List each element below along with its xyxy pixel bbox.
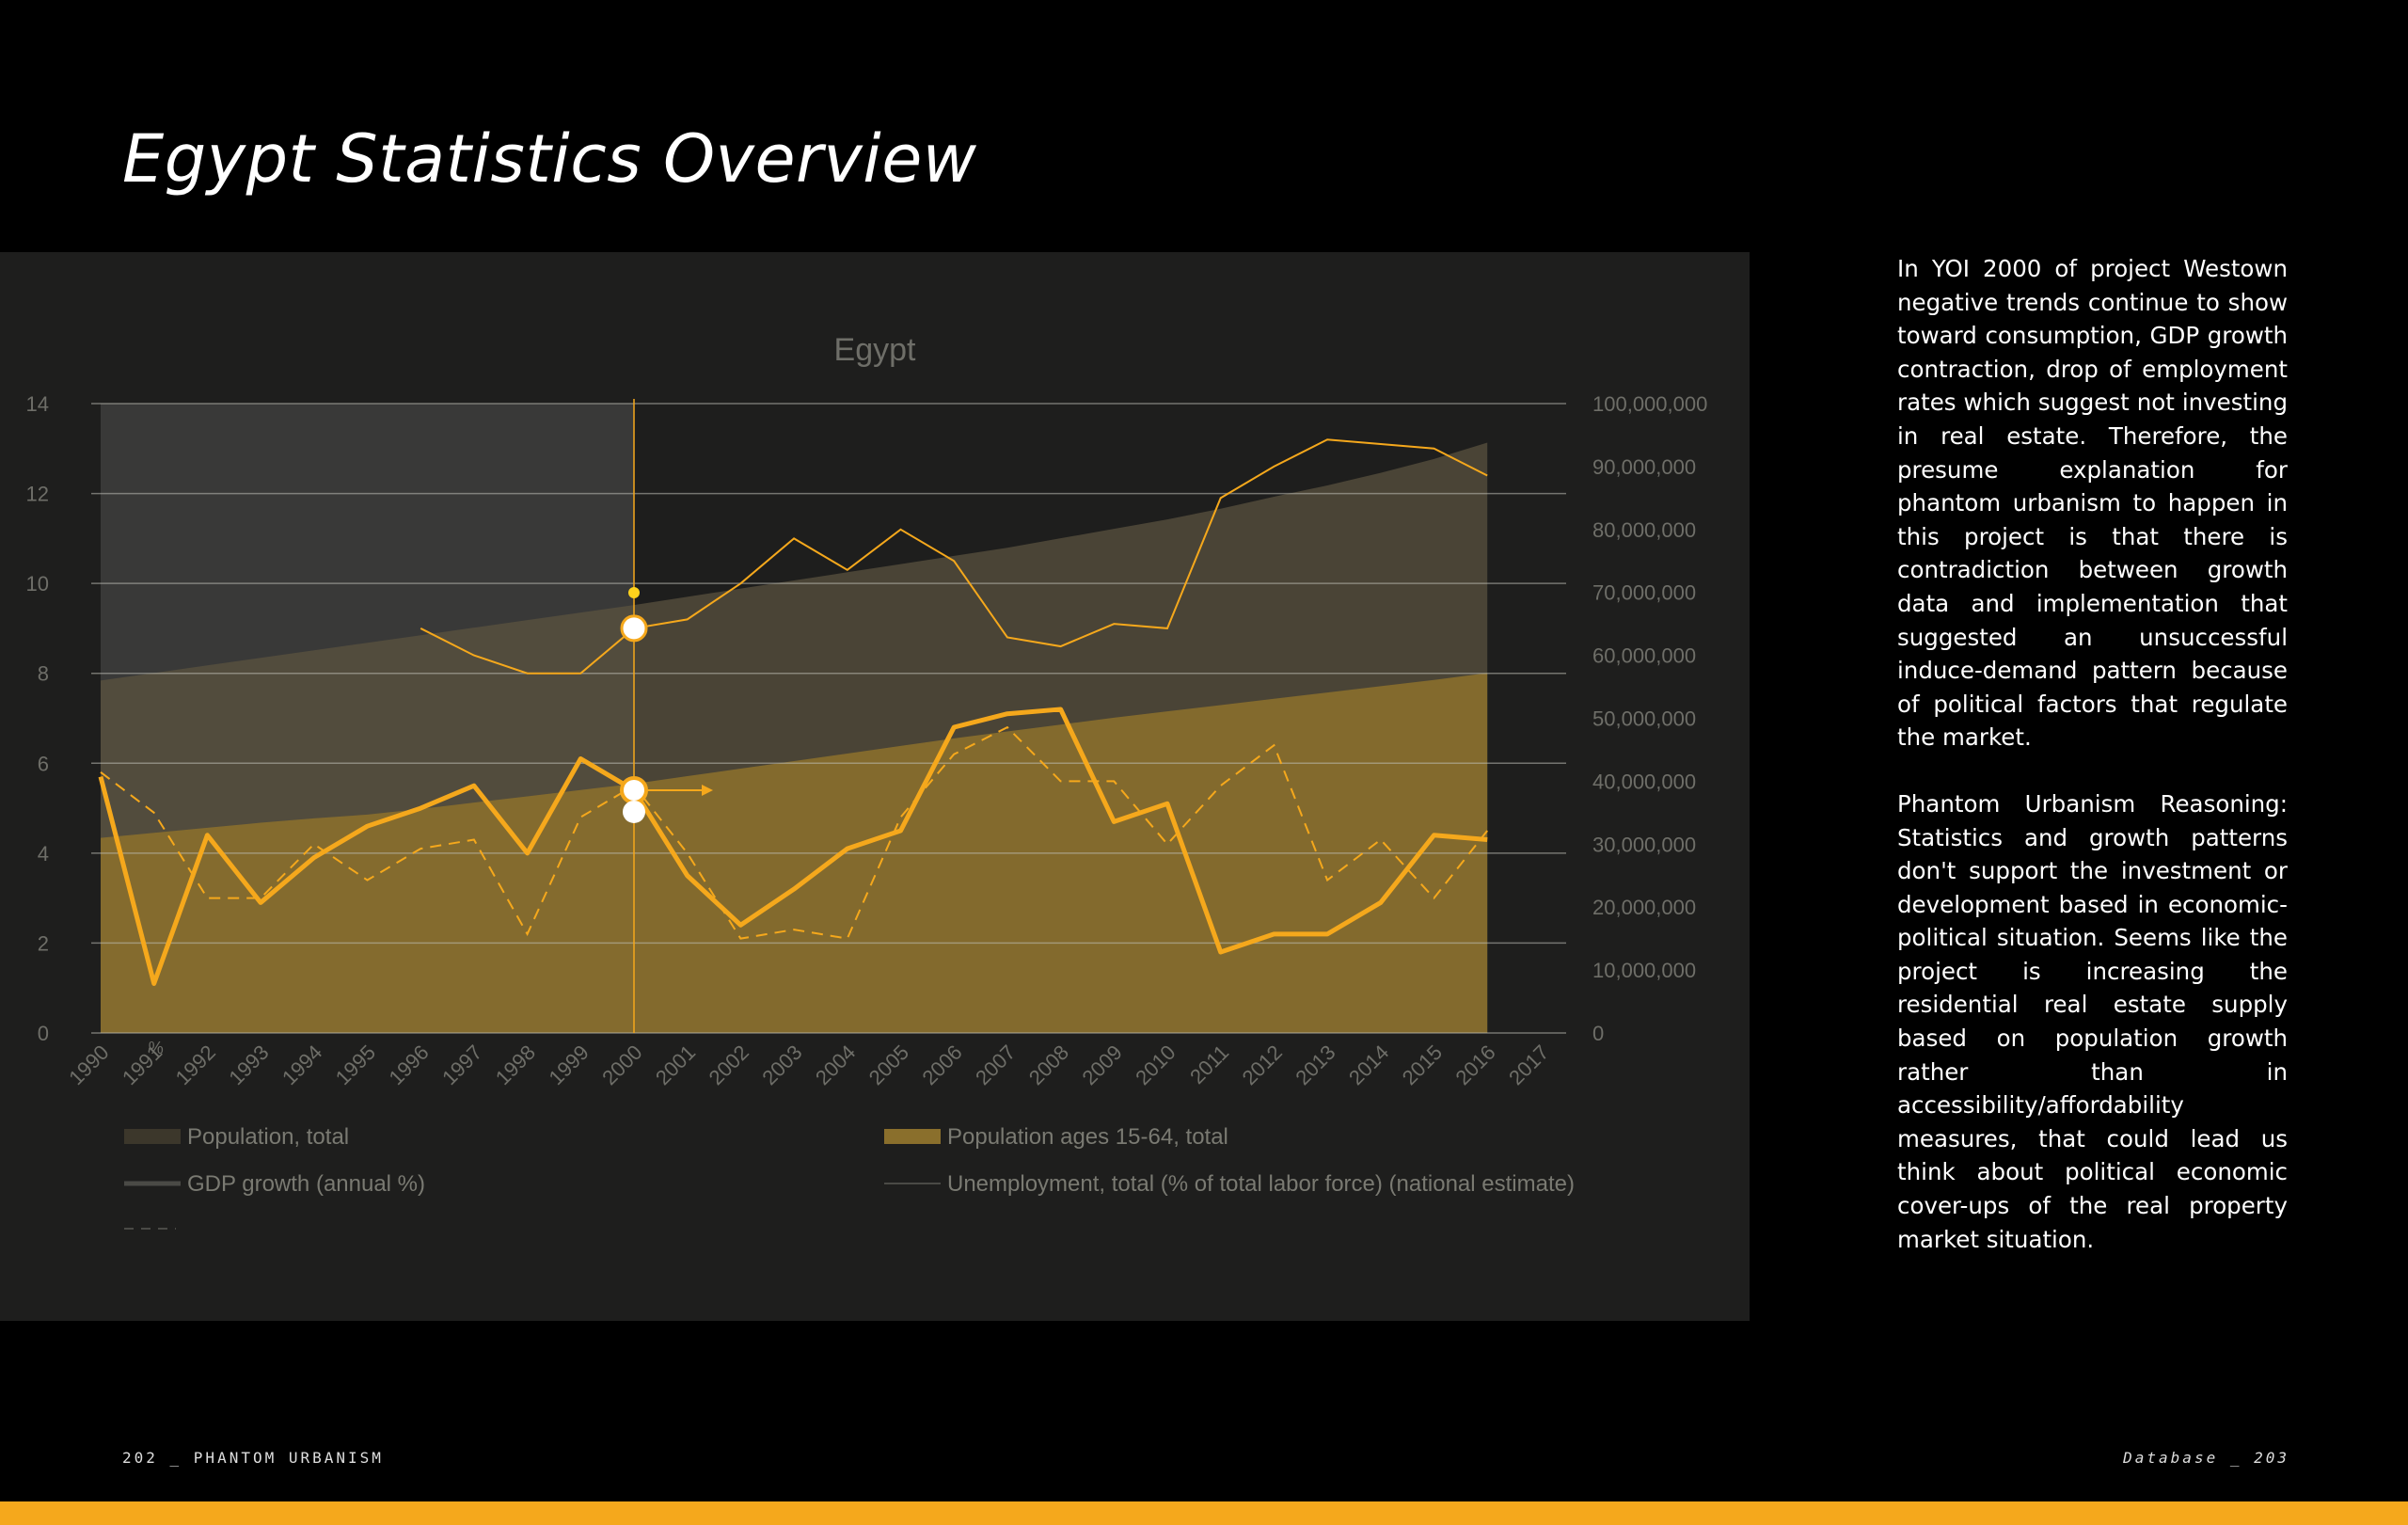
- x-tick-label: 2007: [971, 1040, 1020, 1089]
- right-tick-label: 50,000,000: [1592, 707, 1696, 731]
- left-tick-label: 4: [38, 842, 49, 866]
- highlight-marker-unemployment: [620, 614, 648, 643]
- legend-label: Population, total: [187, 1124, 349, 1150]
- x-tick-label: 1997: [437, 1040, 486, 1089]
- x-tick-label: 2011: [1185, 1040, 1233, 1088]
- legend-swatch-area: [124, 1129, 181, 1144]
- left-tick-label: 12: [26, 483, 49, 506]
- chart-panel: Egypt 0 2 4 6 8 10 12 14 0 10,000,000 20,000,000 30,…: [0, 252, 1750, 1321]
- footer-right: Database _ 203: [2123, 1449, 2289, 1467]
- chart-svg: Egypt 0 2 4 6 8 10 12 14 0 10,000,000 20,000,000 30,…: [26, 332, 1707, 1230]
- chart-title: Egypt: [834, 332, 916, 368]
- right-tick-label: 20,000,000: [1592, 896, 1696, 919]
- x-tick-label: 2002: [705, 1040, 753, 1089]
- x-tick-label: 2013: [1291, 1040, 1339, 1089]
- legend-label: GDP growth (annual %): [187, 1171, 425, 1197]
- right-tick-label: 40,000,000: [1592, 770, 1696, 793]
- x-tick-label: 2001: [651, 1040, 700, 1089]
- legend-swatch-area: [884, 1129, 941, 1144]
- highlight-marker-dot: [628, 587, 640, 598]
- x-tick-label: 2016: [1450, 1040, 1499, 1089]
- x-tick-label: 1999: [545, 1040, 594, 1089]
- highlight-marker-gdp: [620, 775, 648, 804]
- x-tick-label: 1998: [491, 1040, 540, 1089]
- right-tick-label: 80,000,000: [1592, 518, 1696, 542]
- bottom-accent-bar: [0, 1501, 2408, 1525]
- x-tick-label: 2004: [811, 1040, 860, 1089]
- x-tick-label: 1996: [384, 1040, 433, 1089]
- annotation-mark: %: [149, 1039, 164, 1057]
- x-tick-label: 2017: [1504, 1040, 1553, 1089]
- x-tick-label: 2003: [757, 1040, 806, 1089]
- side-paragraph-2: Phantom Urbanism Reasoning: Statistics a…: [1897, 789, 2288, 1253]
- x-tick-label: 2000: [597, 1040, 646, 1089]
- x-tick-label: 2005: [864, 1040, 913, 1089]
- side-paragraph-1: In YOI 2000 of project Westown negative …: [1897, 255, 2288, 752]
- legend-label: Unemployment, total (% of total labor fo…: [947, 1171, 1575, 1197]
- right-tick-label: 10,000,000: [1592, 959, 1696, 982]
- line-unemployment: [420, 438, 1488, 675]
- x-tick-label: 1993: [224, 1040, 273, 1089]
- left-tick-label: 14: [26, 392, 49, 416]
- right-tick-label: 100,000,000: [1592, 392, 1707, 416]
- left-tick-label: 2: [38, 931, 49, 955]
- x-tick-label: 1990: [64, 1040, 113, 1089]
- x-tick-label: 2006: [917, 1040, 966, 1089]
- right-tick-label: 70,000,000: [1592, 581, 1696, 605]
- right-tick-label: 0: [1592, 1022, 1604, 1045]
- left-tick-label: 10: [26, 572, 49, 596]
- right-tick-label: 60,000,000: [1592, 644, 1696, 668]
- line-dashed-series: [100, 725, 1488, 940]
- page-title: Egypt Statistics Overview: [122, 120, 977, 198]
- x-tick-label: 2009: [1078, 1040, 1127, 1089]
- x-tick-label: 2008: [1024, 1040, 1073, 1089]
- x-tick-label: 2010: [1131, 1040, 1180, 1089]
- right-tick-label: 90,000,000: [1592, 455, 1696, 479]
- side-text: In YOI 2000 of project Westown negative …: [1897, 252, 2288, 1289]
- x-tick-label: 2015: [1398, 1040, 1447, 1089]
- x-tick-label: 2014: [1344, 1040, 1393, 1089]
- footer-left: 202 _ PHANTOM URBANISM: [122, 1449, 384, 1467]
- highlight-marker-dashed: [623, 800, 645, 823]
- x-tick-label: 1994: [277, 1040, 326, 1089]
- left-tick-label: 8: [38, 662, 49, 686]
- highlight-arrowhead: [702, 784, 713, 796]
- left-tick-label: 0: [38, 1022, 49, 1045]
- x-tick-label: 1995: [331, 1040, 380, 1089]
- x-tick-label: 2012: [1238, 1040, 1287, 1089]
- legend-label: Population ages 15-64, total: [947, 1124, 1228, 1150]
- x-tick-label: 1992: [171, 1040, 220, 1089]
- right-tick-label: 30,000,000: [1592, 833, 1696, 856]
- line-gdp-growth: [98, 707, 1488, 986]
- left-tick-label: 6: [38, 752, 49, 775]
